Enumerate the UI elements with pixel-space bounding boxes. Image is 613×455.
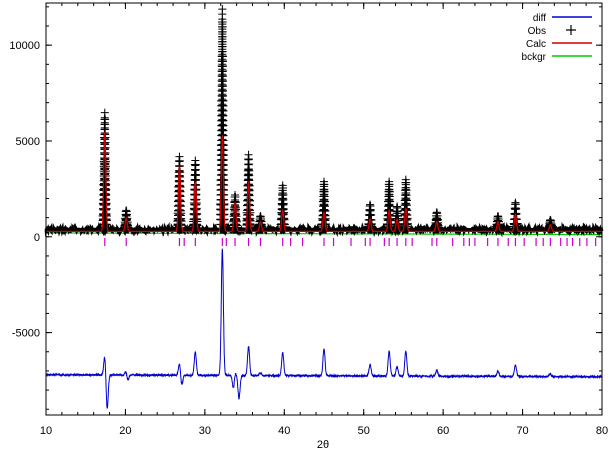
- x-tick-label-10: 10: [40, 425, 52, 437]
- legend-entry-calc: Calc: [526, 39, 592, 50]
- obs-peak-4: [216, 5, 229, 234]
- legend: diff Obs Calc bckgr: [522, 13, 592, 63]
- x-tick-label-20: 20: [119, 425, 131, 437]
- reflection-ticks: [104, 238, 597, 246]
- diff-series: [45, 248, 603, 409]
- calc-line: [46, 131, 602, 233]
- diff-line: [45, 248, 603, 409]
- x-tick-label-50: 50: [358, 425, 370, 437]
- legend-entry-obs: Obs: [528, 25, 576, 37]
- y-tick-label--5000: -5000: [12, 328, 40, 340]
- calc-series: [46, 131, 602, 233]
- x-tick-label-40: 40: [278, 425, 290, 437]
- plot-area: [44, 5, 604, 409]
- x-axis: 10 20 30 40 50 60 70 80: [40, 3, 608, 437]
- y-tick-label-5000: 5000: [16, 136, 40, 148]
- x-axis-label: 2θ: [317, 439, 329, 451]
- legend-entry-bckgr: bckgr: [522, 52, 592, 63]
- legend-label-obs: Obs: [528, 26, 546, 37]
- plot-frame: [45, 2, 603, 416]
- legend-entry-diff: diff: [533, 13, 592, 24]
- y-tick-label-0: 0: [34, 232, 40, 244]
- legend-label-bckgr: bckgr: [522, 52, 547, 63]
- y-tick-label-10000: 10000: [9, 40, 40, 52]
- x-tick-label-70: 70: [516, 425, 528, 437]
- x-tick-label-30: 30: [199, 425, 211, 437]
- legend-label-calc: Calc: [526, 39, 546, 50]
- legend-marker-obs: [566, 25, 576, 35]
- x-tick-label-80: 80: [596, 425, 608, 437]
- y-axis: 0 5000 10000 -5000: [9, 6, 602, 410]
- x-tick-label-60: 60: [437, 425, 449, 437]
- legend-label-diff: diff: [533, 13, 546, 24]
